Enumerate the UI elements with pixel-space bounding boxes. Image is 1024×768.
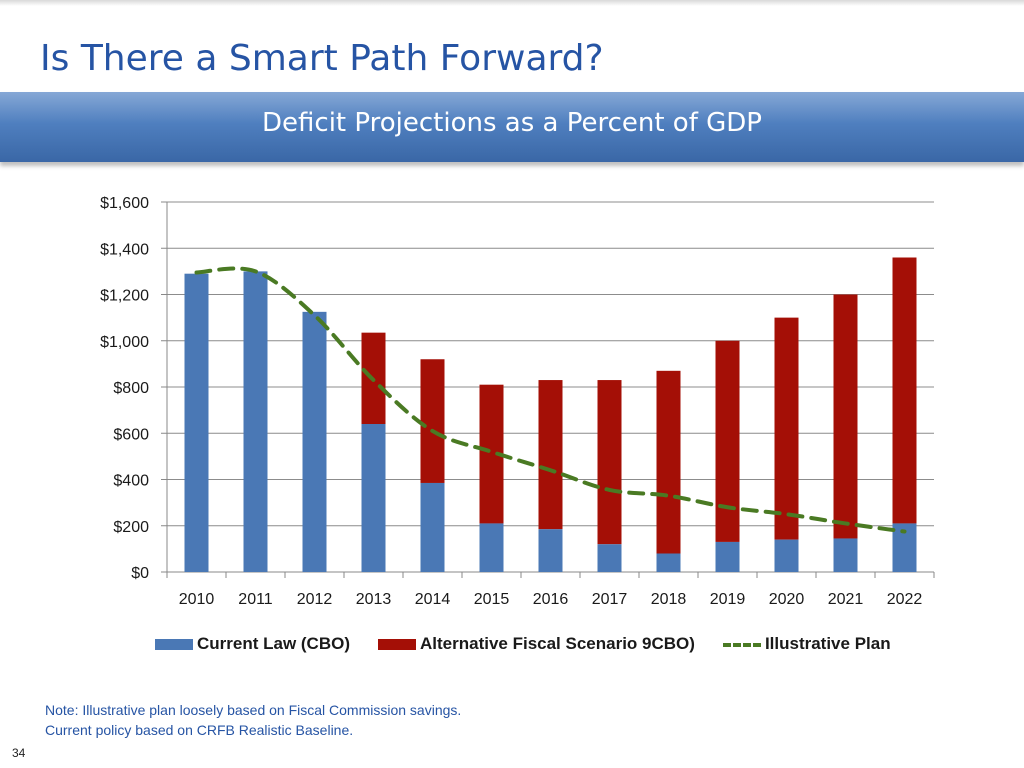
y-tick-label: $800 — [113, 380, 149, 397]
legend-label-current-law: Current Law (CBO) — [197, 634, 350, 653]
x-tick-label: 2021 — [828, 591, 864, 608]
x-tick-label: 2020 — [769, 591, 805, 608]
bar-current-law — [597, 544, 622, 572]
legend-item-current-law: Current Law (CBO) — [155, 634, 350, 654]
legend-label-illustrative: Illustrative Plan — [764, 634, 891, 653]
bar-current-law — [302, 311, 327, 572]
legend-swatch-illustrative — [722, 639, 761, 650]
legend-item-illustrative: Illustrative Plan — [722, 634, 891, 654]
legend-item-alternative: Alternative Fiscal Scenario 9CBO) — [378, 634, 695, 654]
y-tick-label: $600 — [113, 426, 149, 443]
bar-current-law — [243, 271, 268, 572]
x-tick-label: 2019 — [710, 591, 746, 608]
bar-alternative — [656, 370, 681, 554]
bar-current-law — [361, 424, 386, 572]
legend-swatch-alternative — [378, 638, 416, 650]
bar-alternative — [420, 359, 445, 483]
y-tick-label: $1,000 — [100, 334, 149, 351]
x-tick-label: 2017 — [592, 591, 628, 608]
bar-alternative — [892, 257, 917, 524]
y-tick-label: $400 — [113, 473, 149, 490]
bar-current-law — [479, 523, 504, 572]
y-tick-label: $1,600 — [100, 195, 149, 212]
slide-header — [0, 0, 1024, 90]
x-tick-label: 2012 — [297, 591, 333, 608]
x-tick-label: 2022 — [887, 591, 923, 608]
bar-alternative — [774, 317, 799, 540]
x-tick-label: 2011 — [238, 591, 273, 608]
bar-alternative — [538, 380, 563, 530]
note-line-2: Current policy based on CRFB Realistic B… — [45, 722, 354, 738]
note-line-1: Note: Illustrative plan loosely based on… — [45, 702, 462, 718]
page-number: 34 — [12, 746, 26, 760]
legend-swatch-current-law — [155, 638, 193, 650]
line-illustrative-plan — [194, 266, 907, 534]
x-tick-label: 2010 — [179, 591, 215, 608]
bar-current-law — [833, 538, 858, 572]
y-tick-label: $1,200 — [100, 288, 149, 305]
y-tick-label: $0 — [131, 565, 149, 582]
chart-note: Note: Illustrative plan loosely based on… — [45, 700, 461, 740]
bar-current-law — [184, 273, 209, 572]
bar-alternative — [715, 340, 740, 542]
x-tick-label: 2013 — [356, 591, 392, 608]
chart-title-banner: Deficit Projections as a Percent of GDP — [0, 92, 1024, 162]
x-tick-label: 2014 — [415, 591, 451, 608]
page-title: Is There a Smart Path Forward? — [40, 38, 604, 79]
bar-alternative — [833, 294, 858, 539]
legend-label-alternative: Alternative Fiscal Scenario 9CBO) — [420, 634, 695, 653]
bar-current-law — [420, 482, 445, 572]
bar-current-law — [656, 553, 681, 572]
x-tick-label: 2018 — [651, 591, 687, 608]
bar-current-law — [774, 539, 799, 572]
y-tick-label: $1,400 — [100, 241, 149, 258]
chart-legend: Current Law (CBO) Alternative Fiscal Sce… — [155, 634, 919, 654]
x-tick-label: 2015 — [474, 591, 510, 608]
bar-current-law — [538, 529, 563, 572]
x-tick-label: 2016 — [533, 591, 569, 608]
bar-alternative — [597, 380, 622, 545]
y-tick-label: $200 — [113, 519, 149, 536]
chart-title: Deficit Projections as a Percent of GDP — [262, 108, 762, 138]
bar-current-law — [715, 541, 740, 572]
